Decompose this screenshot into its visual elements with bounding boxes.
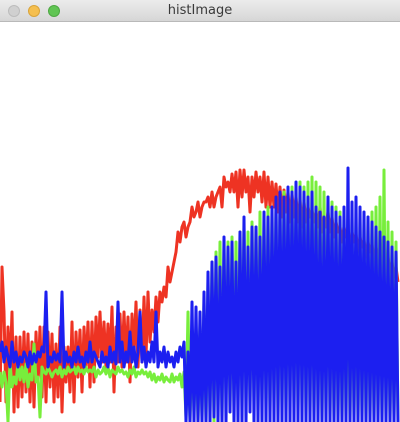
histogram-plot bbox=[0, 166, 400, 422]
window-title: histImage bbox=[167, 3, 233, 18]
histogram-canvas bbox=[0, 22, 400, 422]
minimize-window-icon[interactable] bbox=[28, 5, 40, 17]
maximize-window-icon[interactable] bbox=[48, 5, 60, 17]
title-bar[interactable]: histImage bbox=[0, 0, 400, 22]
close-window-icon[interactable] bbox=[8, 5, 20, 17]
blue-channel-line bbox=[0, 166, 400, 422]
